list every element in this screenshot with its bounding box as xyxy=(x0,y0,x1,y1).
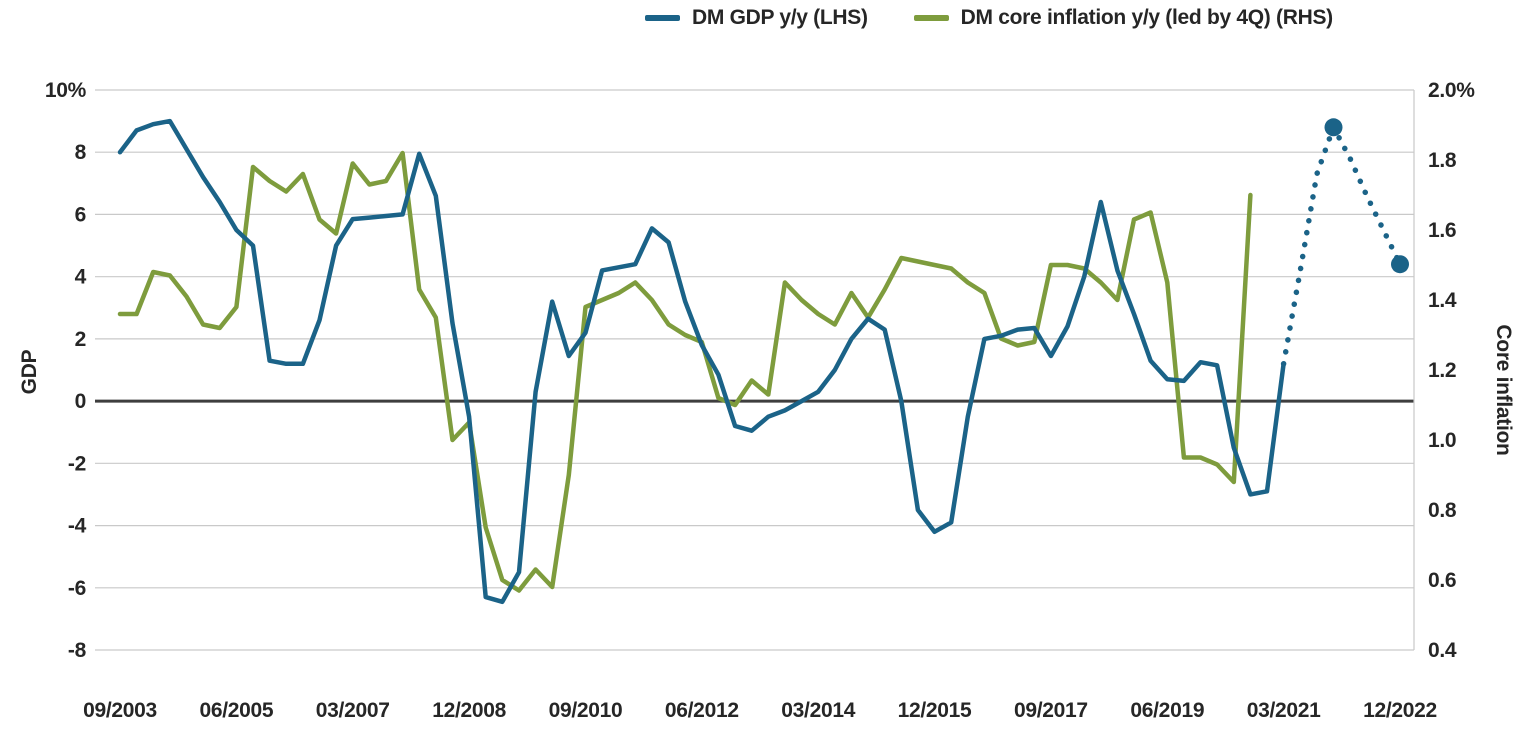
forecast-marker-dot xyxy=(1324,118,1343,137)
left-axis-tick-label: -2 xyxy=(68,452,86,475)
right-axis-tick-label: 2.0% xyxy=(1428,79,1475,102)
inflation-line-swatch xyxy=(913,15,949,21)
right-axis-tick-label: 1.8 xyxy=(1428,149,1457,172)
gdp-line-swatch xyxy=(645,15,680,21)
left-axis-tick-label: 2 xyxy=(75,328,86,351)
x-axis-tick-label: 06/2005 xyxy=(199,699,273,722)
left-axis-tick-label: 4 xyxy=(75,266,87,289)
x-axis-tick-label: 12/2022 xyxy=(1363,699,1437,722)
right-axis-tick-label: 0.8 xyxy=(1428,499,1457,522)
right-axis-tick-label: 0.6 xyxy=(1428,569,1456,592)
left-axis-tick-label: 6 xyxy=(75,203,86,226)
x-axis-tick-label: 09/2003 xyxy=(83,699,157,722)
x-axis-tick-label: 06/2019 xyxy=(1130,699,1204,722)
core-inflation-line xyxy=(117,150,1253,593)
left-axis-tick-label: 10% xyxy=(45,79,87,102)
x-axis-tick-label: 12/2015 xyxy=(898,699,972,722)
left-axis-tick-label: 0 xyxy=(75,390,86,413)
left-axis-tick-label: 8 xyxy=(75,141,87,164)
x-axis-tick-label: 03/2021 xyxy=(1247,699,1321,722)
left-axis-tick-label: -4 xyxy=(68,515,87,538)
right-axis-tick-label: 1.4 xyxy=(1428,289,1457,312)
left-axis-tick-label: -8 xyxy=(68,639,87,662)
gdp-line xyxy=(117,118,1286,605)
x-axis-tick-label: 06/2012 xyxy=(665,699,739,722)
legend-label-gdp: DM GDP y/y (LHS) xyxy=(692,6,868,29)
right-axis-tick-label: 1.0 xyxy=(1428,429,1456,452)
x-axis-tick-label: 03/2007 xyxy=(316,699,390,722)
right-axis-tick-label: 0.4 xyxy=(1428,639,1457,662)
legend-item-gdp: DM GDP y/y (LHS) xyxy=(645,6,868,30)
left-axis-tick-label: -6 xyxy=(68,577,86,600)
chart-legend: DM GDP y/y (LHS) DM core inflation y/y (… xyxy=(645,6,1333,30)
gdp-forecast-dotted-line xyxy=(1280,124,1403,367)
x-axis-tick-label: 03/2014 xyxy=(781,699,855,722)
legend-item-core-inflation: DM core inflation y/y (led by 4Q) (RHS) xyxy=(913,6,1333,30)
forecast-marker-dot xyxy=(1391,255,1409,274)
x-axis-tick-label: 09/2010 xyxy=(549,699,623,722)
legend-label-core-inflation: DM core inflation y/y (led by 4Q) (RHS) xyxy=(960,6,1333,29)
x-axis-tick-label: 09/2017 xyxy=(1014,699,1088,722)
right-axis-tick-label: 1.2 xyxy=(1428,359,1456,382)
x-axis-tick-label: 12/2008 xyxy=(432,699,506,722)
right-axis-tick-label: 1.6 xyxy=(1428,219,1456,242)
